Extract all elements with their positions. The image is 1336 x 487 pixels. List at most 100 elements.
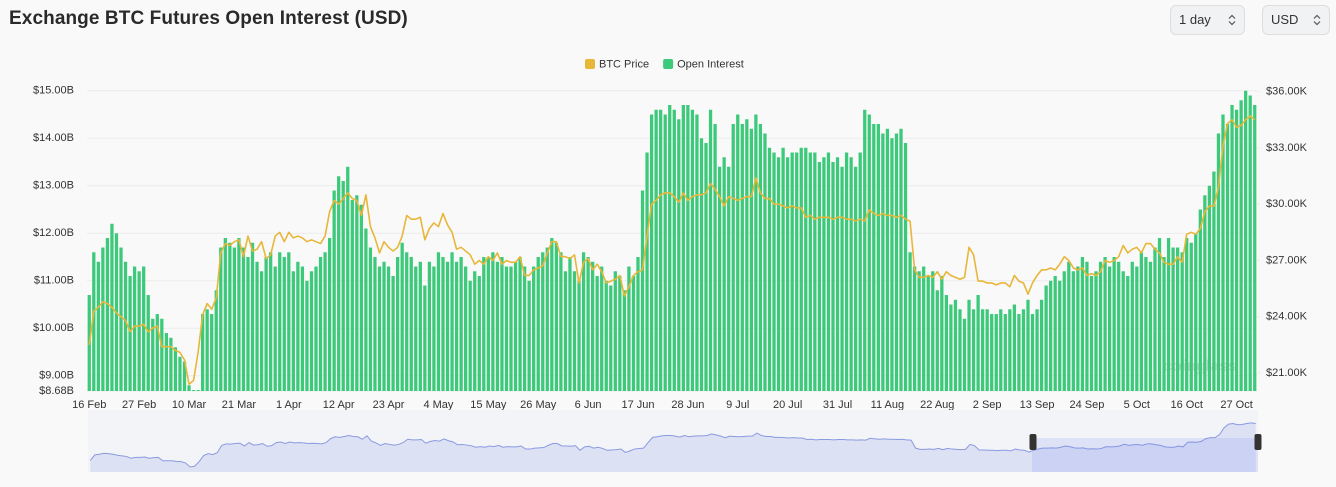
y-tick-label: $12.00B xyxy=(33,227,74,239)
bar xyxy=(368,247,373,391)
bar xyxy=(291,271,295,391)
bar xyxy=(581,252,586,391)
bar xyxy=(885,128,890,391)
bar xyxy=(568,257,572,391)
bar xyxy=(958,309,962,391)
price-line xyxy=(88,115,1256,386)
bar xyxy=(781,147,785,391)
bar xyxy=(210,314,214,391)
bar xyxy=(681,105,685,391)
bar xyxy=(727,166,731,391)
navigator-handle[interactable] xyxy=(1254,434,1262,450)
bar xyxy=(926,276,930,391)
bar xyxy=(908,252,912,391)
bar xyxy=(586,257,590,391)
bar xyxy=(749,128,753,391)
y2-tick-label: $24.00K xyxy=(1266,311,1308,323)
bar xyxy=(527,280,531,391)
bar xyxy=(1035,309,1039,391)
bar xyxy=(468,280,472,391)
bar xyxy=(332,190,336,391)
navigator-selection[interactable] xyxy=(1032,438,1258,472)
y2-tick-label: $33.00K xyxy=(1266,142,1308,154)
bar xyxy=(758,124,763,392)
bar xyxy=(1076,266,1080,391)
bar xyxy=(1021,309,1026,391)
bar xyxy=(1162,257,1166,391)
x-tick-label: 13 Sep xyxy=(1020,399,1055,411)
bar xyxy=(314,266,318,391)
bar xyxy=(659,109,663,391)
bar xyxy=(717,166,722,391)
bar xyxy=(1180,252,1184,391)
x-tick-label: 4 May xyxy=(423,399,453,411)
bar xyxy=(808,152,812,391)
bar xyxy=(663,114,667,391)
bar xyxy=(92,252,96,391)
navigator-handle[interactable] xyxy=(1029,434,1037,450)
bar xyxy=(999,309,1003,391)
interval-select[interactable]: 1 day xyxy=(1170,5,1245,35)
bar xyxy=(1085,261,1089,391)
x-tick-label: 27 Feb xyxy=(122,399,156,411)
bar xyxy=(1225,124,1230,392)
bar xyxy=(414,266,418,391)
bar xyxy=(1130,261,1134,391)
bar xyxy=(1185,238,1189,391)
bar xyxy=(101,247,105,391)
bar xyxy=(409,257,413,391)
bar xyxy=(405,252,409,391)
bar xyxy=(776,157,781,391)
bar xyxy=(631,276,636,391)
bar xyxy=(844,152,849,391)
x-tick-label: 1 Apr xyxy=(276,399,302,411)
x-tick-label: 31 Jul xyxy=(823,399,852,411)
bar xyxy=(1049,280,1053,391)
currency-label: USD xyxy=(1271,12,1299,27)
y-tick-label: $8.68B xyxy=(39,385,74,397)
bar xyxy=(690,109,695,391)
bar xyxy=(418,261,422,391)
bar xyxy=(1103,257,1107,391)
x-tick-label: 28 Jun xyxy=(671,399,704,411)
bar xyxy=(327,238,332,391)
bar xyxy=(1039,299,1044,391)
bar xyxy=(1121,271,1125,391)
bar xyxy=(1071,271,1075,391)
bar xyxy=(790,152,794,391)
bar xyxy=(355,195,359,391)
bar xyxy=(441,257,445,391)
bar xyxy=(128,276,132,391)
bar xyxy=(205,309,209,391)
bar xyxy=(232,247,237,391)
bar xyxy=(318,257,323,391)
bar xyxy=(160,318,164,391)
bar xyxy=(627,266,631,391)
bar xyxy=(309,271,314,391)
bar xyxy=(572,271,577,391)
bar xyxy=(151,318,155,391)
bar xyxy=(1139,252,1143,391)
y2-tick-label: $30.00K xyxy=(1266,198,1308,210)
bar xyxy=(1080,257,1085,391)
bar xyxy=(191,390,196,391)
bar xyxy=(459,257,463,391)
chevron-icon xyxy=(1313,14,1321,26)
bar xyxy=(1098,261,1103,391)
legend-label: Open Interest xyxy=(677,58,744,70)
bar xyxy=(450,252,454,391)
bar xyxy=(1126,276,1130,391)
bar xyxy=(364,228,368,391)
bar xyxy=(146,295,150,391)
bar xyxy=(513,261,518,391)
bar xyxy=(219,247,223,391)
y-tick-label: $14.00B xyxy=(33,132,74,144)
bar xyxy=(1189,242,1193,391)
currency-select[interactable]: USD xyxy=(1262,5,1330,35)
bar xyxy=(436,252,441,391)
bar xyxy=(876,124,880,392)
bar xyxy=(504,266,509,391)
bar xyxy=(645,152,649,391)
bar xyxy=(559,252,563,391)
